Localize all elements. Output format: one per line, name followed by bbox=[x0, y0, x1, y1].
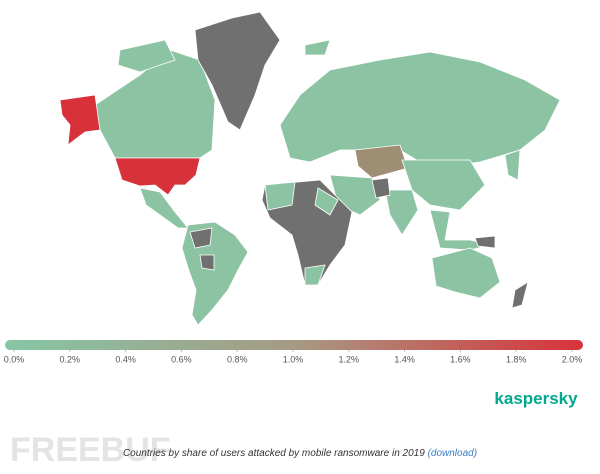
colorbar-tick-label: 1.0% bbox=[283, 354, 304, 364]
colorbar-tick-label: 1.6% bbox=[450, 354, 471, 364]
download-link[interactable]: (download) bbox=[428, 448, 477, 459]
colorbar-tick-label: 0.4% bbox=[115, 354, 136, 364]
new-zealand bbox=[511, 281, 529, 309]
logo: kaspersky bbox=[494, 389, 578, 408]
colorbar-tick-label: 1.4% bbox=[394, 354, 415, 364]
colorbar-tick-label: 0.2% bbox=[60, 354, 81, 364]
caption: Countries by share of users attacked by … bbox=[123, 448, 477, 459]
colorbar-tick-label: 0.0% bbox=[4, 354, 25, 364]
colorbar-ticks: 0.0% 0.2% 0.4% 0.6% 0.8% 1.0% 1.2% 1.4% 1.6% 1.8%… bbox=[4, 350, 583, 364]
venezuela bbox=[189, 227, 213, 249]
watermark: FREEBUF bbox=[10, 431, 171, 469]
kazakhstan bbox=[354, 144, 409, 179]
bolivia bbox=[199, 254, 215, 271]
greenland bbox=[194, 11, 281, 131]
india bbox=[384, 189, 419, 236]
arctic-islands bbox=[117, 39, 176, 73]
central-america bbox=[139, 187, 189, 229]
south-africa bbox=[304, 264, 326, 286]
colorbar-tick-label: 1.8% bbox=[506, 354, 527, 364]
colorbar-tick-label: 0.8% bbox=[227, 354, 248, 364]
colorbar-tick-label: 0.6% bbox=[171, 354, 192, 364]
alaska bbox=[59, 94, 101, 146]
north-africa bbox=[264, 181, 296, 211]
colorbar bbox=[5, 340, 583, 350]
afghanistan bbox=[371, 177, 391, 199]
svalbard bbox=[304, 39, 331, 56]
eurasia bbox=[279, 51, 561, 169]
colorbar-tick-label: 1.2% bbox=[339, 354, 360, 364]
world-map bbox=[59, 11, 561, 326]
colorbar-tick-label: 2.0% bbox=[562, 354, 583, 364]
japan bbox=[504, 149, 521, 181]
caption-text: Countries by share of users attacked by … bbox=[123, 448, 425, 459]
usa bbox=[114, 157, 201, 196]
papua bbox=[474, 235, 496, 249]
australia bbox=[431, 247, 501, 299]
south-america bbox=[181, 221, 249, 326]
egypt bbox=[314, 187, 339, 216]
